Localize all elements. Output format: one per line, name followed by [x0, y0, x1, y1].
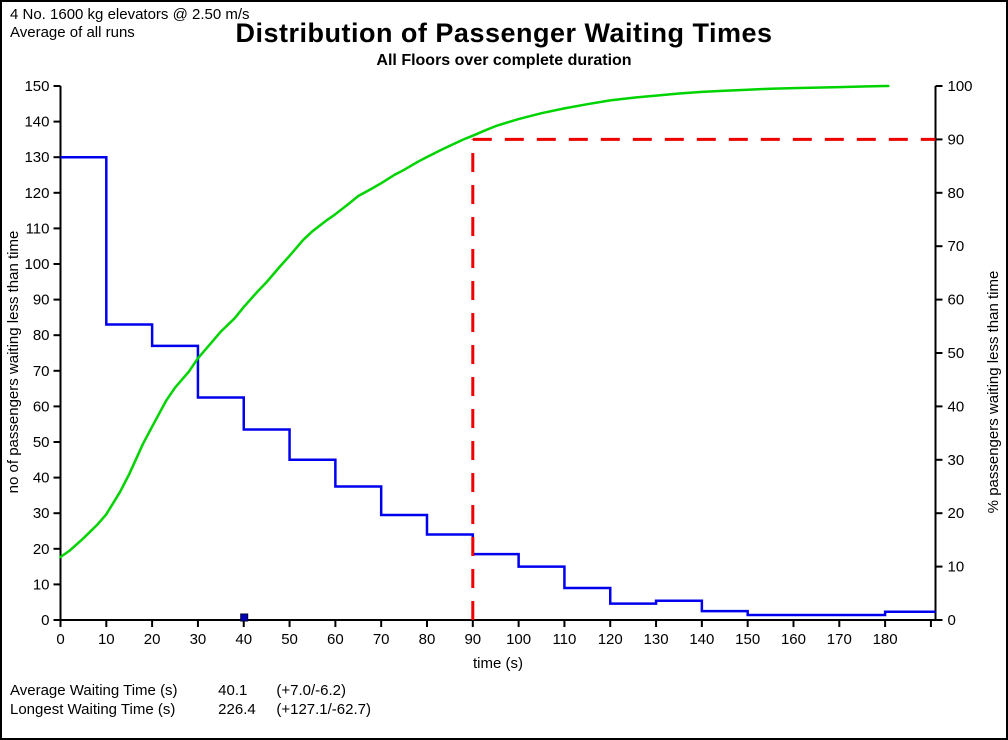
left-axis-tick-label: 150	[24, 78, 49, 95]
x-axis-tick-label: 140	[689, 631, 714, 648]
chart-subtitle: All Floors over complete duration	[376, 52, 632, 69]
reference-lines	[240, 137, 936, 622]
left-axis-tick-label: 90	[33, 292, 50, 309]
passenger-count-step-line	[60, 155, 936, 617]
data-series	[59, 84, 936, 617]
stat-value: 40.1	[218, 682, 248, 699]
x-axis-tick-label: 180	[873, 631, 898, 648]
right-axis-tick-label: 20	[948, 505, 965, 522]
runs-line: Average of all runs	[10, 24, 135, 41]
longest-waiting-time-row: Longest Waiting Time (s) 226.4 (+127.1/-…	[10, 700, 371, 719]
stat-value: 226.4	[218, 701, 256, 718]
left-axis-tick-label: 20	[33, 541, 50, 558]
left-axis-tick-label: 100	[24, 256, 49, 273]
left-axis-tick-label: 70	[33, 363, 50, 380]
x-axis-tick-label: 30	[190, 631, 207, 648]
left-axis-tick-label: 10	[33, 576, 50, 593]
right-axis-tick-label: 10	[948, 559, 965, 576]
x-axis-tick-label: 130	[644, 631, 669, 648]
right-axis-tick-label: 100	[948, 78, 973, 95]
right-axis-tick-label: 50	[948, 345, 965, 362]
right-axis-tick-label: 40	[948, 398, 965, 415]
average-waiting-time-row: Average Waiting Time (s) 40.1 (+7.0/-6.2…	[10, 681, 371, 700]
x-axis-tick-label: 70	[373, 631, 390, 648]
x-axis-tick-label: 160	[781, 631, 806, 648]
stat-label: Longest Waiting Time (s)	[10, 701, 176, 718]
left-axis-tick-label: 80	[33, 327, 50, 344]
left-axis-tick-label: 140	[24, 114, 49, 131]
left-axis-tick-label: 120	[24, 185, 49, 202]
right-axis-title: % passengers waiting less than time	[985, 271, 1002, 514]
stat-range: (+127.1/-62.7)	[276, 701, 371, 718]
right-axis-tick-label: 60	[948, 292, 965, 309]
left-axis-tick-label: 30	[33, 505, 50, 522]
right-axis-tick-label: 90	[948, 131, 965, 148]
x-axis-tick-label: 80	[419, 631, 436, 648]
x-axis-tick-label: 100	[506, 631, 531, 648]
left-axis-tick-label: 60	[33, 398, 50, 415]
x-axis-tick-label: 60	[327, 631, 344, 648]
left-axis-tick-label: 50	[33, 434, 50, 451]
stat-label: Average Waiting Time (s)	[10, 682, 178, 699]
right-axis-tick-label: 30	[948, 452, 965, 469]
x-axis-tick-label: 110	[552, 631, 576, 648]
x-axis-tick-label: 50	[281, 631, 298, 648]
config-line: 4 No. 1600 kg elevators @ 2.50 m/s	[10, 6, 250, 23]
x-axis-tick-label: 120	[598, 631, 623, 648]
x-axis-tick-label: 0	[56, 631, 64, 648]
x-axis-tick-label: 90	[464, 631, 481, 648]
stat-range: (+7.0/-6.2)	[276, 682, 346, 699]
x-axis-tick-label: 10	[98, 631, 115, 648]
average-waiting-time-marker	[240, 613, 249, 622]
cumulative-percent-line	[59, 84, 890, 559]
left-axis-tick-label: 110	[26, 220, 50, 237]
x-axis-tick-label: 150	[735, 631, 760, 648]
x-axis-tick-label: 170	[827, 631, 852, 648]
chart-title: Distribution of Passenger Waiting Times	[235, 18, 773, 48]
statistics-footer: Average Waiting Time (s) 40.1 (+7.0/-6.2…	[10, 681, 371, 719]
x-axis-tick-label: 40	[235, 631, 252, 648]
left-axis-tick-label: 0	[41, 612, 49, 629]
x-axis-tick-label: 20	[144, 631, 161, 648]
axes: 0102030405060708090100110120130140150010…	[5, 78, 1002, 648]
x-axis-title: time (s)	[473, 655, 523, 672]
left-axis-tick-label: 40	[33, 470, 50, 487]
left-axis-tick-label: 130	[24, 149, 49, 166]
right-axis-tick-label: 70	[948, 238, 965, 255]
left-axis-title: no of passengers waiting less than time	[5, 231, 22, 494]
right-axis-tick-label: 0	[948, 612, 956, 629]
right-axis-tick-label: 80	[948, 185, 965, 202]
